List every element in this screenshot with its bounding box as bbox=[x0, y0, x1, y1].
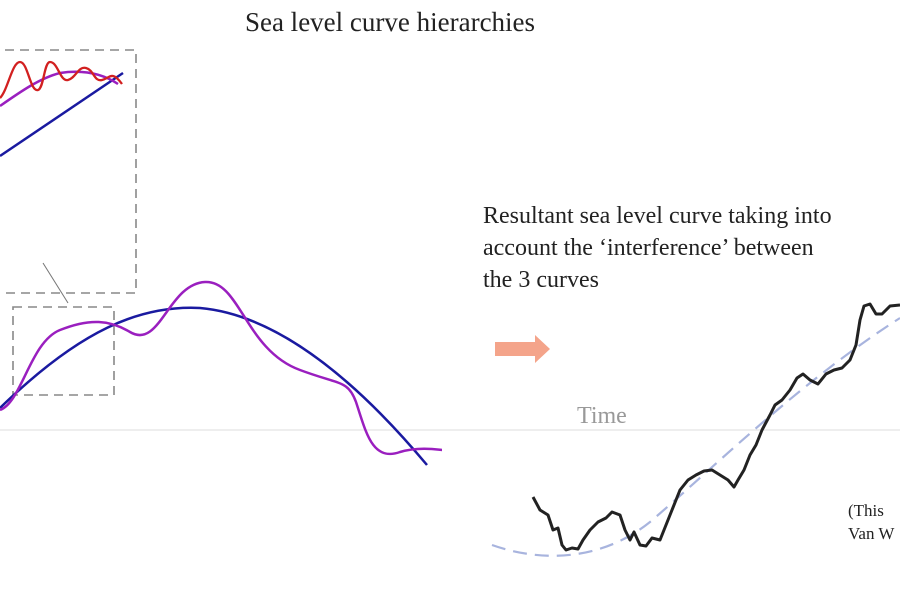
note-line: (This bbox=[848, 501, 884, 520]
caption-line: the 3 curves bbox=[483, 267, 599, 293]
zoom-line bbox=[42, 262, 69, 304]
title: Sea level curve hierarchies bbox=[245, 7, 535, 37]
caption-line: Resultant sea level curve taking into bbox=[483, 203, 832, 229]
long-term-curve bbox=[0, 71, 124, 158]
zoom-box bbox=[12, 306, 115, 396]
short-term-curve bbox=[0, 60, 123, 99]
axis-label: Time bbox=[577, 403, 627, 429]
medium-term-curve-large bbox=[0, 280, 443, 456]
resultant-curve bbox=[531, 302, 900, 552]
note-line: Van W bbox=[848, 524, 895, 543]
long-term-curve-large bbox=[0, 306, 428, 466]
caption-line: account the ‘interference’ between bbox=[483, 235, 814, 261]
trend-curve bbox=[491, 317, 900, 557]
arrow bbox=[495, 335, 550, 363]
